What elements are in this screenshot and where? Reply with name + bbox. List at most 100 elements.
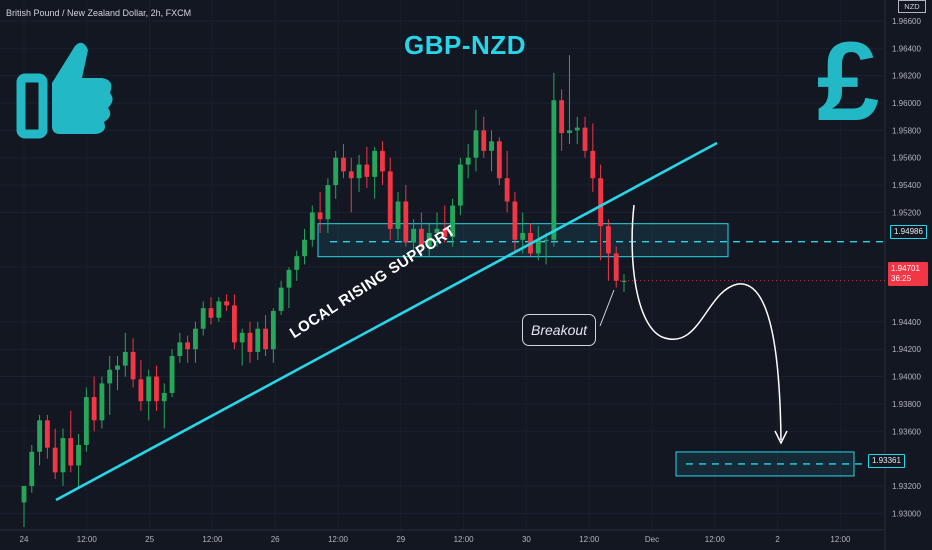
candle [263,315,268,357]
candle-body [473,130,479,158]
candle [395,191,401,240]
x-tick-label: Dec [645,535,659,544]
candle-body [598,178,604,227]
symbol-info: British Pound / New Zealand Dollar, 2h, … [6,8,192,18]
candle [193,321,198,363]
candle-body [535,239,541,254]
candle [146,369,152,421]
candle-body [107,369,113,384]
candles [21,55,627,527]
candle-body [574,127,580,131]
candle-body [44,420,50,448]
candle-body [364,164,370,177]
candle [255,321,261,361]
candle-body [193,328,198,350]
y-tick-label: 1.95400 [892,181,921,190]
candle-body [465,157,471,165]
candle [418,212,424,254]
candle-body [29,451,35,486]
candle [582,116,588,158]
candle-body [208,308,214,318]
projection-path [631,204,782,441]
candle-body [325,185,331,220]
candle-body [387,171,393,229]
candle-body [418,228,424,247]
y-tick-label: 1.94000 [892,373,921,382]
x-tick-label: 12:00 [579,535,600,544]
candle [325,178,331,233]
candle [442,205,448,243]
arrow-head-icon [774,430,788,445]
candle [29,444,35,493]
candle [411,219,417,251]
candle-body [551,100,557,240]
candle-body [76,444,81,466]
x-tick-label: 29 [396,535,405,544]
candle [551,72,557,247]
candle-body [263,328,268,350]
candle [294,250,300,281]
thumbs-up-icon [16,42,113,139]
y-tick-label: 1.93600 [892,427,921,436]
candle [177,332,183,363]
pound-sign-icon: £ [817,19,879,144]
callout-pointer [599,289,615,327]
candle [333,150,339,199]
candle-body [450,205,455,238]
target-price-tag: 1.93361 [868,454,905,468]
breakout-callout: Breakout [522,314,597,346]
candle [621,273,627,292]
candle [200,301,206,336]
candle-body [567,130,572,134]
x-tick-label: 24 [20,535,29,544]
candle-body [231,305,237,343]
candle-body [582,127,588,151]
candle-body [317,212,323,220]
x-axis: 24 12:00 25 12:00 26 12:00 29 12:00 30 12:00 Dec 12… [20,535,851,544]
candle [613,246,619,288]
candle-body [520,232,526,240]
candle-body [21,485,27,503]
svg-text:£: £ [817,19,879,144]
candle-body [348,171,354,179]
candle-body [154,376,159,402]
candle-body [613,253,619,281]
candle-body [278,287,284,311]
candle [44,414,50,459]
candle-body [52,447,58,473]
candle [512,191,518,251]
candle [372,146,378,199]
candle-body [504,178,510,202]
candle [286,267,292,309]
candle-body [115,365,120,370]
candle [122,332,128,377]
candle-body [185,342,191,350]
current-price: 1.94701 [891,264,920,273]
candle-body [270,310,276,350]
candle [270,308,276,363]
candle [37,414,42,466]
candle [535,226,541,261]
candle-body [356,164,362,179]
candle [481,116,487,158]
candle-body [68,438,74,466]
candle [598,164,604,261]
x-tick-label: 12:00 [328,535,349,544]
candle-body [512,201,518,240]
candle-body [224,301,230,306]
resistance-price-tag: 1.94986 [890,225,927,239]
candle-body [99,383,105,421]
candle [559,89,565,151]
y-tick-label: 1.93800 [892,400,921,409]
candle [309,205,315,247]
candle-body [91,397,97,421]
candle [426,223,432,257]
candle [83,387,89,452]
candle [590,123,596,192]
candle-body [255,328,261,352]
candle [473,109,479,172]
drawings [55,141,885,502]
candle [348,157,354,213]
